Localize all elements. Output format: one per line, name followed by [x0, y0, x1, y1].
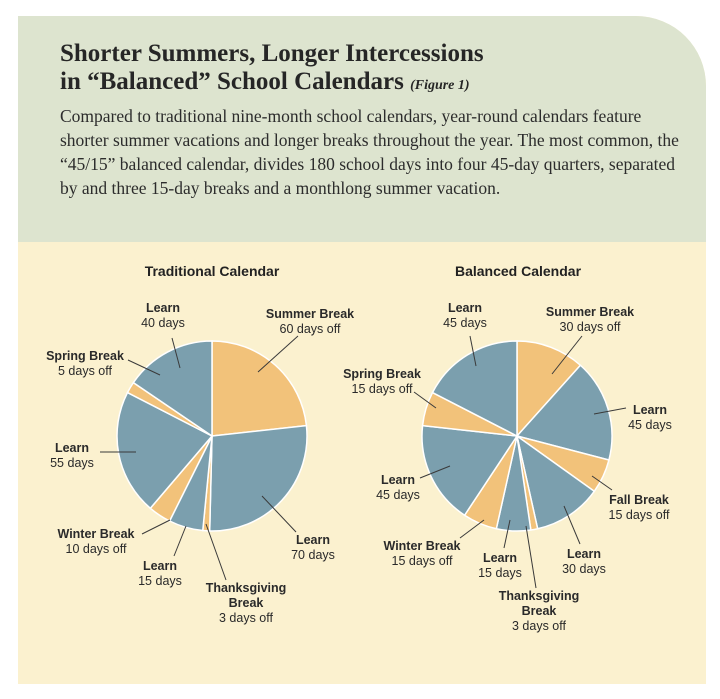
slice-name-learn-9: Learn — [448, 301, 482, 315]
slice-value-learn-5: 15 days — [478, 566, 522, 580]
title-line-2: in “Balanced” School Calendars — [60, 68, 404, 95]
leader-line-thanksgiving-break-2 — [205, 523, 227, 581]
slice-label-learn-1: Learn 70 days — [291, 533, 335, 562]
slice-value-thanksgiving-break-2: 3 days off — [219, 611, 274, 625]
slice-label-summer-break-0: Summer Break 30 days off — [546, 305, 634, 334]
slice-name-learn-7: Learn — [146, 301, 180, 315]
leader-line-spring-break-8 — [413, 391, 437, 409]
slice-name-learn-3: Learn — [567, 547, 601, 561]
slice-label-fall-break-2: Fall Break 15 days off — [609, 493, 670, 522]
figure-header — [18, 16, 706, 242]
slice-label-learn-5: Learn 15 days — [478, 551, 522, 580]
leader-line-fall-break-2 — [591, 475, 613, 491]
slice-name-learn-5: Learn — [483, 551, 517, 565]
leader-line-winter-break-4 — [141, 519, 171, 535]
slice-value-learn-7: 40 days — [141, 316, 185, 330]
slice-value-learn-1: 45 days — [628, 418, 672, 432]
slice-label-summer-break-0: Summer Break 60 days off — [266, 307, 354, 336]
slice-label-learn-5: Learn 55 days — [50, 441, 94, 470]
slice-label-learn-7: Learn 40 days — [141, 301, 185, 330]
slice-value-learn-1: 70 days — [291, 548, 335, 562]
slice-name-summer-break-0: Summer Break — [266, 307, 354, 321]
pie-slice-learn-5 — [116, 391, 214, 510]
slice-name-spring-break-8: Spring Break — [343, 367, 421, 381]
slice-name-learn-3: Learn — [143, 559, 177, 573]
leader-line-learn-3 — [173, 525, 187, 557]
pie-slice-summer-break-0 — [516, 340, 582, 438]
slice-value-learn-3: 15 days — [138, 574, 182, 588]
slice-label-winter-break-6: Winter Break 15 days off — [384, 539, 461, 568]
slice-label-winter-break-4: Winter Break 10 days off — [58, 527, 135, 556]
leader-line-learn-1 — [261, 495, 297, 533]
slice-label-spring-break-8: Spring Break 15 days off — [343, 367, 421, 396]
leader-line-summer-break-0 — [257, 335, 299, 373]
slice-value-summer-break-0: 60 days off — [280, 322, 341, 336]
slice-value-learn-5: 55 days — [50, 456, 94, 470]
chart-title-balanced: Balanced Calendar — [455, 263, 582, 279]
slice-value-winter-break-4: 10 days off — [66, 542, 127, 556]
slice-name-winter-break-4: Winter Break — [58, 527, 135, 541]
slice-label-learn-3: Learn 30 days — [562, 547, 606, 576]
pie-slice-learn-9 — [431, 340, 518, 438]
slice-name-spring-break-6: Spring Break — [46, 349, 124, 363]
slice-label-learn-9: Learn 45 days — [443, 301, 487, 330]
pie-slice-learn-3 — [515, 434, 596, 530]
slice-value-spring-break-8: 15 days off — [352, 382, 413, 396]
slice-name-summer-break-0: Summer Break — [546, 305, 634, 319]
leader-line-learn-9 — [469, 335, 477, 367]
pie-slice-summer-break-0 — [211, 340, 308, 437]
leader-line-learn-1 — [593, 407, 627, 415]
slice-name-learn-7: Learn — [381, 473, 415, 487]
slice-value-learn-3: 30 days — [562, 562, 606, 576]
leader-line-winter-break-6 — [459, 519, 485, 539]
leader-line-learn-7 — [171, 337, 181, 369]
leader-line-learn-3 — [563, 505, 581, 545]
slice-label-spring-break-6: Spring Break 5 days off — [46, 349, 124, 378]
chart-title-traditional: Traditional Calendar — [145, 263, 280, 279]
slice-label-thanksgiving-break-2: Thanksgiving Break 3 days off — [206, 581, 287, 625]
leader-line-learn-5 — [503, 519, 511, 549]
slice-name-thanksgiving-break-4: Thanksgiving — [499, 589, 580, 603]
slice-label-learn-3: Learn 15 days — [138, 559, 182, 588]
pie-slice-learn-7 — [132, 340, 213, 438]
leader-line-spring-break-6 — [127, 359, 161, 376]
slice-label-learn-1: Learn 45 days — [628, 403, 672, 432]
slice-value-learn-9: 45 days — [443, 316, 487, 330]
slice-name-winter-break-6: Winter Break — [384, 539, 461, 553]
slice-name-fall-break-2: Fall Break — [609, 493, 669, 507]
figure-title: Shorter Summers, Longer Intercessions in… — [60, 40, 660, 100]
slice-label-thanksgiving-break-4: Thanksgiving Break 3 days off — [499, 589, 580, 633]
slice-value-spring-break-6: 5 days off — [58, 364, 113, 378]
slice-value-winter-break-6: 15 days off — [392, 554, 453, 568]
slice-value-thanksgiving-break-4: 3 days off — [512, 619, 567, 633]
pie-slice-learn-1 — [208, 424, 308, 532]
slice-value-fall-break-2: 15 days off — [609, 508, 670, 522]
slice-name-thanksgiving-break-2: Thanksgiving — [206, 581, 287, 595]
figure-reference: (Figure 1) — [410, 78, 470, 93]
slice-name-learn-5: Learn — [55, 441, 89, 455]
slice-name-thanksgiving-break-4-b: Break — [522, 604, 557, 618]
slice-name-thanksgiving-break-2-b: Break — [229, 596, 264, 610]
title-line-1: Shorter Summers, Longer Intercessions — [60, 40, 484, 67]
figure-description: Compared to traditional nine-month schoo… — [60, 106, 679, 198]
pie-slice-learn-1 — [515, 364, 613, 461]
leader-line-thanksgiving-break-4 — [525, 525, 537, 589]
slice-label-learn-7: Learn 45 days — [376, 473, 420, 502]
leader-line-summer-break-0 — [551, 335, 583, 375]
leader-line-learn-7 — [419, 465, 451, 479]
slice-name-learn-1: Learn — [633, 403, 667, 417]
slice-value-learn-7: 45 days — [376, 488, 420, 502]
slice-value-summer-break-0: 30 days off — [560, 320, 621, 334]
pie-slice-learn-7 — [421, 424, 519, 517]
figure-card: Shorter Summers, Longer Intercessions in… — [18, 16, 706, 684]
slice-name-learn-1: Learn — [296, 533, 330, 547]
